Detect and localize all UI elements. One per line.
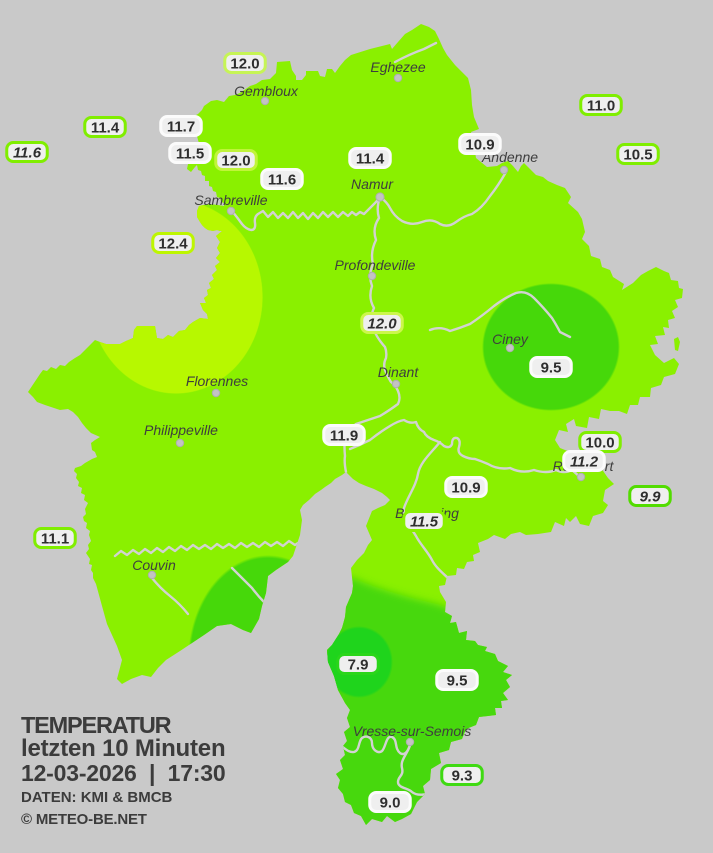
svg-text:12.0: 12.0 [221, 153, 250, 170]
svg-text:Couvin: Couvin [132, 557, 176, 573]
svg-text:10.5: 10.5 [623, 147, 652, 164]
svg-text:11.7: 11.7 [167, 119, 195, 136]
svg-text:11.6: 11.6 [268, 172, 296, 189]
svg-text:9.5: 9.5 [447, 673, 468, 690]
svg-text:Vresse-sur-Semois: Vresse-sur-Semois [353, 723, 472, 739]
svg-text:11.4: 11.4 [91, 120, 120, 137]
svg-text:9.0: 9.0 [380, 795, 401, 812]
svg-text:9.3: 9.3 [452, 768, 473, 785]
svg-text:Profondeville: Profondeville [335, 257, 416, 273]
svg-text:11.6: 11.6 [13, 145, 42, 162]
svg-text:11.1: 11.1 [41, 531, 69, 548]
svg-text:Dinant: Dinant [378, 364, 420, 380]
svg-text:11.0: 11.0 [587, 98, 615, 115]
svg-text:12.0: 12.0 [230, 56, 259, 73]
svg-text:Namur: Namur [351, 176, 394, 192]
svg-text:Ciney: Ciney [492, 331, 529, 347]
svg-text:9.9: 9.9 [640, 489, 662, 506]
svg-text:Eghezee: Eghezee [370, 59, 425, 75]
svg-text:11.2: 11.2 [570, 454, 599, 471]
svg-text:10.9: 10.9 [465, 137, 494, 154]
svg-text:Florennes: Florennes [186, 373, 248, 389]
svg-text:12.0: 12.0 [367, 316, 397, 333]
svg-text:9.5: 9.5 [541, 360, 562, 377]
svg-text:10.0: 10.0 [585, 435, 614, 452]
svg-text:7.9: 7.9 [348, 657, 369, 674]
svg-text:11.5: 11.5 [176, 146, 204, 163]
svg-text:Philippeville: Philippeville [144, 422, 218, 438]
svg-text:Gembloux: Gembloux [234, 83, 299, 99]
svg-text:12.4: 12.4 [158, 236, 188, 253]
svg-text:10.9: 10.9 [451, 480, 480, 497]
svg-text:Sambreville: Sambreville [194, 192, 267, 208]
svg-text:11.4: 11.4 [356, 151, 385, 168]
svg-text:11.9: 11.9 [330, 428, 358, 445]
svg-text:11.5: 11.5 [410, 514, 439, 531]
